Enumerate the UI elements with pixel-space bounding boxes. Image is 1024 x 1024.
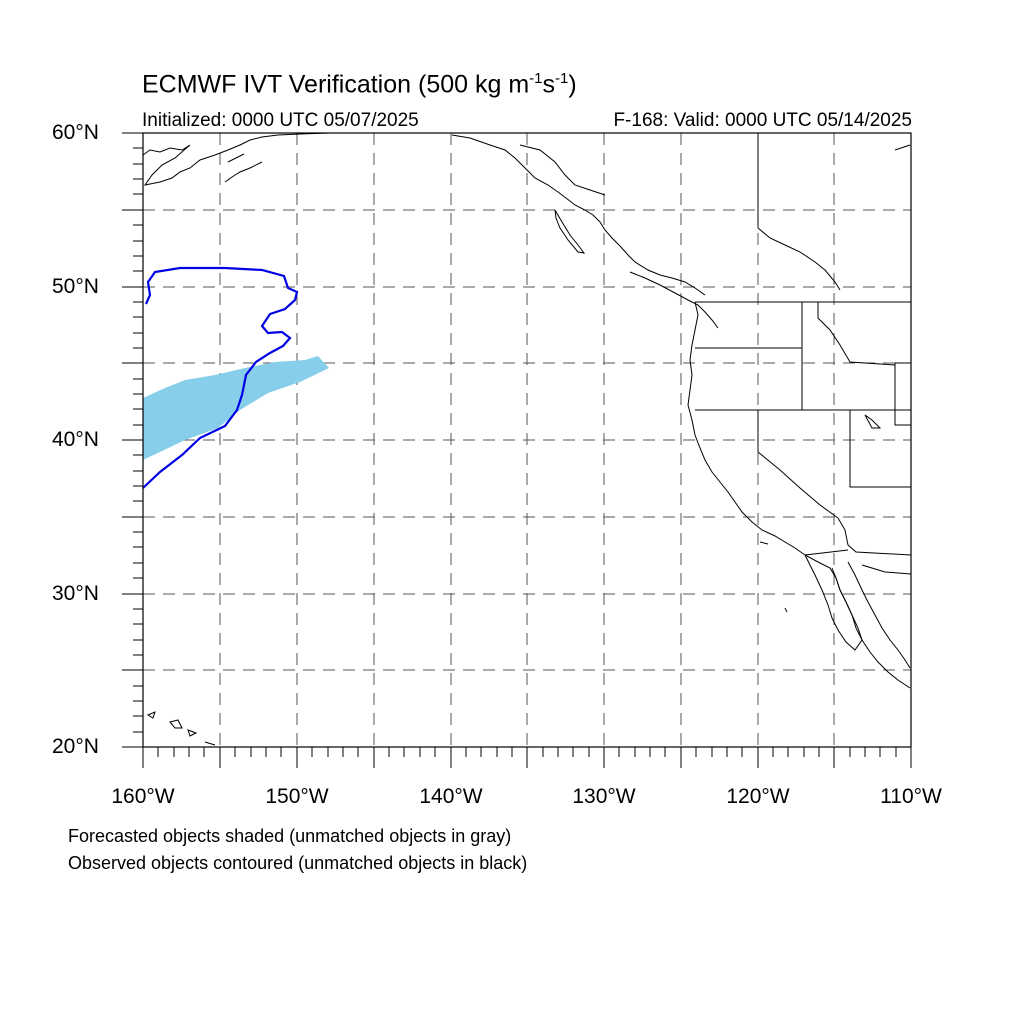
lon-label-150w: 150°W: [265, 785, 329, 808]
footnote-observed: Observed objects contoured (unmatched ob…: [68, 853, 528, 873]
lat-label-50n: 50°N: [52, 275, 99, 298]
lon-label-120w: 120°W: [726, 785, 790, 808]
lon-label-110w: 110°W: [880, 785, 942, 808]
lon-label-130w: 130°W: [572, 785, 636, 808]
lon-ticks: [142, 747, 912, 768]
initialized-time: Initialized: 0000 UTC 05/07/2025: [142, 110, 419, 131]
lat-label-60n: 60°N: [52, 121, 99, 144]
map-title: ECMWF IVT Verification (500 kg m-1s-1): [142, 70, 577, 99]
lat-label-30n: 30°N: [52, 582, 99, 605]
graticule: [143, 133, 911, 747]
lat-label-40n: 40°N: [52, 428, 99, 451]
valid-time: F-168: Valid: 0000 UTC 05/14/2025: [613, 110, 912, 131]
observed-ivt-contour: [142, 266, 299, 489]
lat-label-20n: 20°N: [52, 735, 99, 758]
lat-ticks: [122, 132, 143, 748]
lon-label-160w: 160°W: [111, 785, 175, 808]
forecast-ivt-object: [143, 356, 329, 460]
lon-label-140w: 140°W: [419, 785, 483, 808]
coastlines: [142, 132, 912, 746]
footnote-forecast: Forecasted objects shaded (unmatched obj…: [68, 826, 512, 846]
